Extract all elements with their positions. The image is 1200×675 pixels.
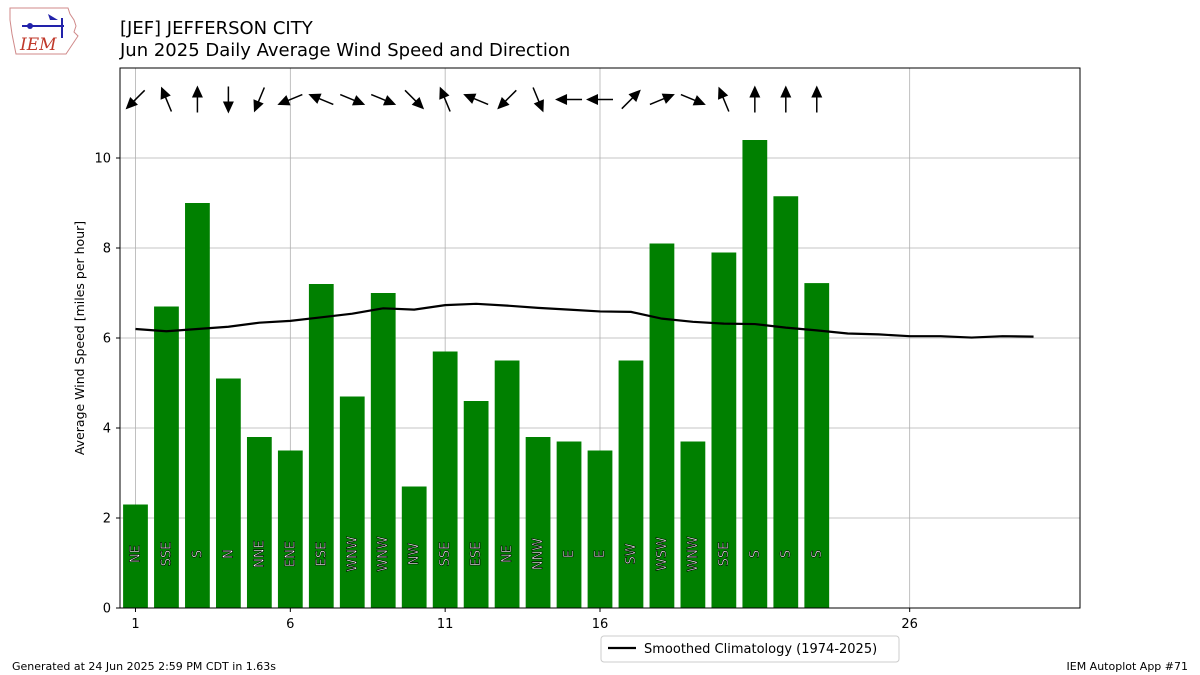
direction-arrow: [649, 93, 675, 106]
direction-arrow: [749, 85, 761, 113]
bar: [246, 437, 272, 608]
footer-app-id: IEM Autoplot App #71: [1066, 660, 1189, 673]
y-tick-label: 10: [94, 152, 111, 167]
bar: [463, 401, 489, 608]
direction-arrow: [160, 86, 173, 112]
chart-title: [JEF] JEFFERSON CITY: [120, 18, 313, 39]
direction-arrow: [532, 87, 544, 113]
logo-text: IEM: [19, 35, 57, 55]
direction-arrows-group: [125, 85, 823, 114]
y-tick-label: 4: [103, 422, 111, 437]
bar: [649, 243, 675, 608]
footer-generated: Generated at 24 Jun 2025 2:59 PM CDT in …: [12, 660, 277, 673]
direction-arrow: [370, 93, 397, 106]
direction-label: S: [190, 550, 205, 558]
direction-label: SSE: [438, 542, 453, 567]
direction-arrow: [497, 89, 517, 110]
bar: [308, 284, 334, 608]
direction-label: N: [221, 549, 236, 559]
bar: [742, 140, 768, 608]
direction-arrow: [811, 85, 823, 113]
bar: [370, 293, 396, 608]
direction-label: ESE: [469, 542, 484, 567]
legend: Smoothed Climatology (1974-2025): [600, 635, 900, 663]
direction-labels-group: NE SSE S N NNE ENE ESE WNW WNW NW SSE ESE NE NNW E E SW W…: [128, 536, 825, 572]
bar: [277, 450, 303, 608]
direction-label: ENE: [283, 541, 298, 567]
direction-label: E: [593, 550, 608, 558]
direction-arrow: [253, 87, 266, 113]
direction-label: SSE: [717, 542, 732, 567]
x-tick-label: 11: [437, 617, 454, 632]
direction-label: S: [810, 550, 825, 558]
x-tick-label: 16: [592, 617, 609, 632]
bar: [804, 283, 830, 608]
x-tick-label: 1: [131, 617, 139, 632]
direction-label: WNW: [686, 536, 701, 572]
y-tick-label: 0: [103, 602, 111, 617]
direction-arrow: [191, 85, 203, 113]
direction-arrow: [125, 89, 146, 110]
direction-label: NNE: [252, 540, 267, 568]
chart-subtitle: Jun 2025 Daily Average Wind Speed and Di…: [120, 40, 571, 61]
direction-label: S: [748, 550, 763, 558]
bar: [123, 504, 148, 608]
bar: [185, 203, 210, 608]
direction-arrow: [308, 93, 334, 106]
y-axis-label: Average Wind Speed [miles per hour]: [72, 221, 87, 455]
direction-arrow: [586, 94, 613, 105]
direction-arrow: [463, 93, 489, 106]
y-tick-label: 8: [103, 242, 111, 257]
bar: [680, 441, 706, 608]
direction-label: S: [779, 550, 794, 558]
y-tick-label: 2: [103, 512, 111, 527]
direction-arrow: [718, 86, 730, 112]
x-tick-label: 26: [901, 617, 918, 632]
direction-arrow: [621, 89, 641, 110]
bar: [339, 396, 365, 608]
direction-arrow: [555, 94, 583, 105]
direction-label: SSE: [159, 542, 174, 567]
direction-label: E: [562, 550, 577, 558]
direction-label: NE: [500, 545, 515, 563]
direction-label: ESE: [314, 542, 329, 567]
direction-arrow: [780, 85, 792, 113]
direction-arrow: [404, 89, 425, 110]
iowa-map-icon: IEM: [9, 7, 79, 55]
bar: [711, 252, 737, 608]
bar: [432, 351, 458, 608]
climatology-line: [135, 302, 1034, 339]
direction-label: NE: [128, 545, 143, 563]
direction-arrow: [277, 93, 303, 106]
bar: [154, 306, 179, 608]
y-axis-ticks: 0 2 4 6 8 10: [94, 152, 120, 617]
direction-label: NW: [407, 543, 422, 566]
bar: [216, 378, 241, 608]
direction-label: SW: [624, 543, 639, 564]
y-tick-label: 6: [103, 332, 111, 347]
bar: [401, 486, 427, 608]
direction-arrow: [439, 86, 451, 112]
x-axis-ticks: 1 6 11 16 26: [131, 608, 918, 632]
bar: [773, 196, 799, 608]
direction-label: NNW: [531, 538, 546, 570]
direction-label: WNW: [376, 536, 391, 572]
bars-group: [123, 140, 830, 608]
direction-arrow: [339, 93, 366, 106]
legend-label: Smoothed Climatology (1974-2025): [644, 642, 877, 657]
direction-arrow: [680, 93, 706, 106]
bar: [525, 437, 551, 608]
x-tick-label: 6: [286, 617, 294, 632]
bar: [587, 450, 613, 608]
bar: [494, 360, 520, 608]
direction-label: WSW: [655, 537, 670, 571]
legend-box: [600, 635, 900, 663]
bar: [556, 441, 582, 608]
direction-arrow: [222, 86, 234, 114]
direction-label: WNW: [345, 536, 360, 572]
bar: [618, 360, 644, 608]
iem-logo: IEM: [6, 4, 82, 64]
